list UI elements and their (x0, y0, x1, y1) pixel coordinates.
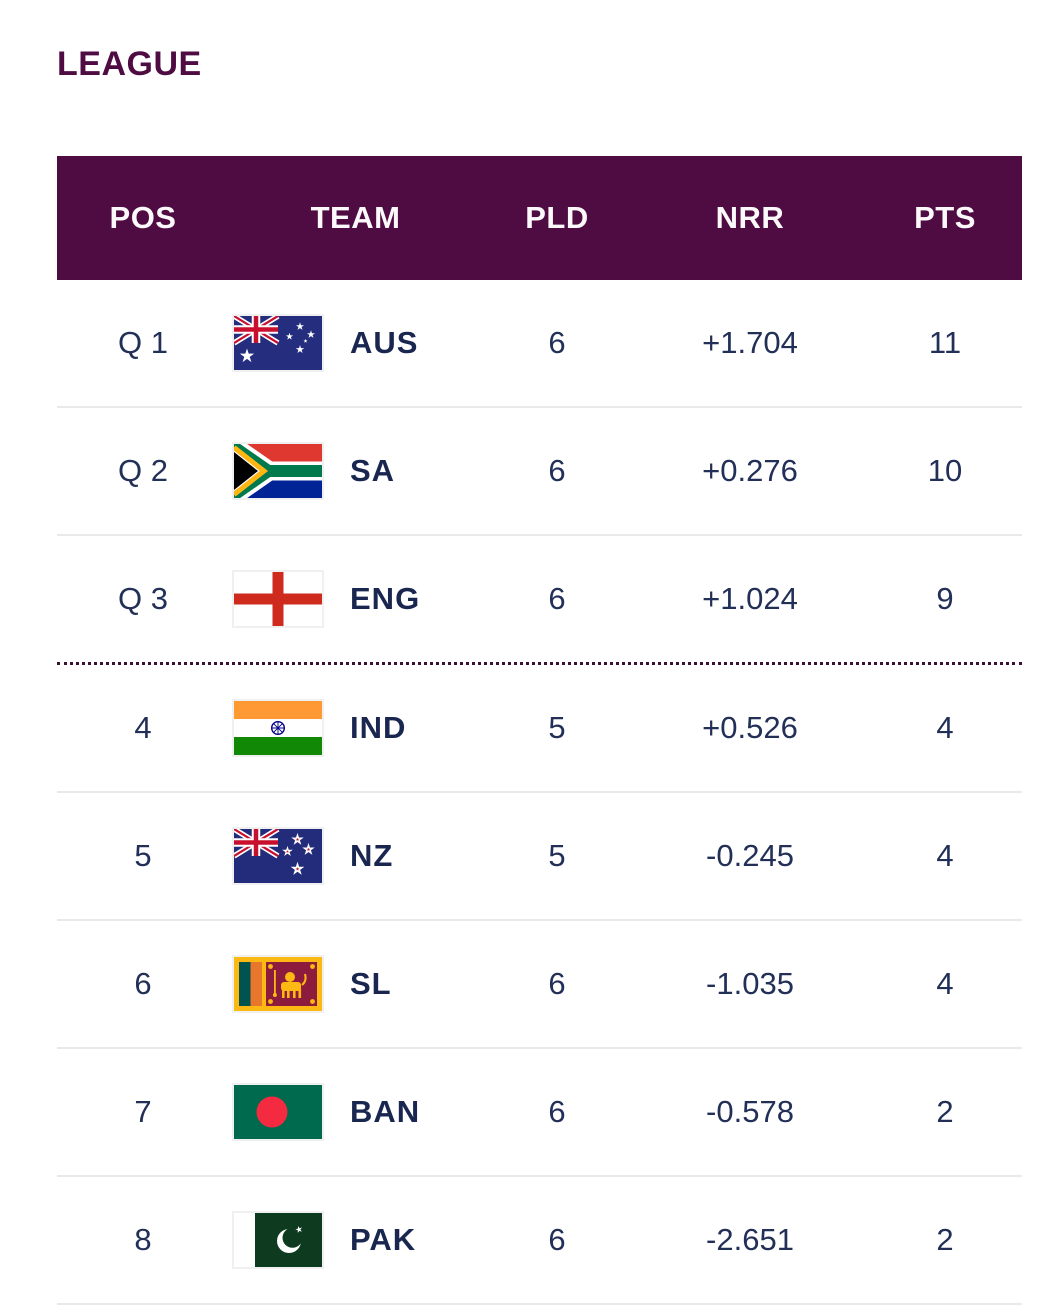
table-row: 4 IND 5 +0.526 4 (57, 665, 1022, 793)
nrr-cell: -0.578 (706, 1094, 794, 1129)
team-abbr: BAN (350, 1094, 421, 1129)
nrr-cell: +0.276 (702, 453, 798, 488)
table-row: 7 BAN 6 -0.578 2 (57, 1049, 1022, 1177)
bangladesh-flag-icon (232, 1083, 324, 1141)
sri-lanka-flag-icon (232, 955, 324, 1013)
south-africa-flag-icon (232, 442, 324, 500)
australia-flag-icon (232, 314, 324, 372)
column-header-pos: POS (109, 200, 177, 235)
table-row: 6 SL 6 -1.035 4 (57, 921, 1022, 1049)
table-row: Q 3 ENG 6 +1.024 9 (57, 536, 1022, 665)
table-row: Q 2 SA 6 +0.276 10 (57, 408, 1022, 536)
pts-cell: 2 (936, 1094, 954, 1129)
table-row: 5 NZ 5 -0.245 4 (57, 793, 1022, 921)
team-abbr: NZ (350, 838, 394, 873)
pts-cell: 9 (936, 581, 954, 616)
nrr-cell: +1.024 (702, 581, 798, 616)
pld-cell: 5 (548, 838, 566, 873)
position-cell: Q 3 (118, 581, 168, 616)
team-abbr: PAK (350, 1222, 417, 1257)
new-zealand-flag-icon (232, 827, 324, 885)
column-header-pts: PTS (914, 200, 976, 235)
team-cell: ENG (229, 570, 482, 628)
position-cell: 6 (134, 966, 152, 1001)
pld-cell: 6 (548, 1094, 566, 1129)
position-cell: 7 (134, 1094, 152, 1129)
nrr-cell: +1.704 (702, 325, 798, 360)
position-cell: 5 (134, 838, 152, 873)
pld-cell: 5 (548, 710, 566, 745)
page-title: LEAGUE (57, 45, 202, 83)
position-cell: Q 2 (118, 453, 168, 488)
team-cell: BAN (229, 1083, 482, 1141)
league-standings-table: POS TEAM PLD NRR PTS Q 1 AUS 6 +1.704 11… (57, 156, 1022, 1305)
pts-cell: 11 (928, 325, 962, 360)
position-cell: Q 1 (118, 325, 168, 360)
england-flag-icon (232, 570, 324, 628)
table-header-row: POS TEAM PLD NRR PTS (57, 156, 1022, 280)
column-header-team: TEAM (310, 200, 401, 235)
nrr-cell: -1.035 (706, 966, 794, 1001)
position-cell: 8 (134, 1222, 152, 1257)
pld-cell: 6 (548, 1222, 566, 1257)
pts-cell: 10 (927, 453, 963, 488)
pts-cell: 4 (936, 838, 954, 873)
nrr-cell: +0.526 (702, 710, 798, 745)
column-header-pld: PLD (525, 200, 589, 235)
team-cell: PAK (229, 1211, 482, 1269)
pld-cell: 6 (548, 325, 566, 360)
table-body: Q 1 AUS 6 +1.704 11 Q 2 SA 6 (57, 280, 1022, 1305)
team-abbr: ENG (350, 581, 421, 616)
india-flag-icon (232, 699, 324, 757)
team-abbr: SA (350, 453, 396, 488)
pts-cell: 2 (936, 1222, 954, 1257)
table-row: Q 1 AUS 6 +1.704 11 (57, 280, 1022, 408)
pld-cell: 6 (548, 453, 566, 488)
team-abbr: AUS (350, 325, 419, 360)
pts-cell: 4 (936, 710, 954, 745)
team-cell: AUS (229, 314, 482, 372)
column-header-nrr: NRR (715, 200, 785, 235)
team-abbr: IND (350, 710, 407, 745)
team-abbr: SL (350, 966, 392, 1001)
pld-cell: 6 (548, 966, 566, 1001)
pts-cell: 4 (936, 966, 954, 1001)
team-cell: SA (229, 442, 482, 500)
pakistan-flag-icon (232, 1211, 324, 1269)
pld-cell: 6 (548, 581, 566, 616)
nrr-cell: -0.245 (706, 838, 794, 873)
team-cell: IND (229, 699, 482, 757)
team-cell: NZ (229, 827, 482, 885)
position-cell: 4 (134, 710, 152, 745)
table-row: 8 PAK 6 -2.651 2 (57, 1177, 1022, 1305)
nrr-cell: -2.651 (706, 1222, 794, 1257)
team-cell: SL (229, 955, 482, 1013)
